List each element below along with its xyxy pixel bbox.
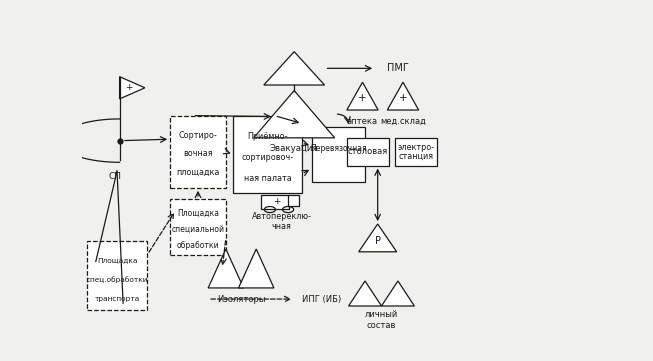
Polygon shape	[358, 224, 396, 252]
Polygon shape	[238, 249, 274, 288]
Polygon shape	[264, 52, 325, 85]
Text: +: +	[125, 83, 133, 92]
Text: Площадка: Площадка	[177, 208, 219, 217]
Text: +: +	[358, 93, 367, 103]
Text: Изоляторы: Изоляторы	[217, 295, 265, 304]
Text: сортировоч-: сортировоч-	[242, 153, 294, 162]
Text: транспорта: транспорта	[95, 296, 140, 302]
Bar	[87, 241, 148, 310]
Text: площадка: площадка	[176, 168, 219, 177]
Bar	[234, 116, 302, 193]
Text: Эвакуация: Эвакуация	[270, 144, 319, 153]
Bar	[288, 195, 299, 206]
Bar	[261, 195, 289, 209]
Text: +: +	[273, 197, 280, 206]
Text: Р: Р	[375, 236, 381, 246]
Text: ПМГ: ПМГ	[387, 63, 409, 73]
Polygon shape	[349, 281, 381, 306]
Polygon shape	[208, 249, 244, 288]
Text: Приёмно-: Приёмно-	[247, 132, 288, 141]
Text: столовая: столовая	[348, 147, 388, 156]
Bar	[312, 127, 365, 182]
Polygon shape	[387, 82, 419, 110]
Text: обработки: обработки	[177, 241, 219, 249]
Text: Площадка: Площадка	[97, 257, 137, 263]
Text: состав: состав	[367, 321, 396, 330]
Text: специальной: специальной	[172, 225, 225, 234]
Text: +: +	[399, 93, 407, 103]
Text: мед.склад: мед.склад	[380, 117, 426, 126]
Text: спец.обработки: спец.обработки	[86, 276, 148, 283]
Text: электро-: электро-	[398, 143, 435, 152]
Text: аптека: аптека	[347, 117, 378, 126]
Text: личный: личный	[365, 310, 398, 319]
Text: Сортиро-: Сортиро-	[179, 131, 217, 140]
Bar	[170, 116, 226, 188]
Text: ная палата: ная палата	[244, 174, 291, 183]
Polygon shape	[119, 77, 145, 99]
Text: Автопереклю-
чная: Автопереклю- чная	[251, 212, 311, 231]
Bar	[347, 138, 389, 166]
Text: Перевязочная: Перевязочная	[310, 144, 367, 153]
Text: СП: СП	[108, 172, 121, 181]
Bar	[170, 199, 226, 255]
Text: станция: станция	[398, 151, 434, 160]
Bar	[396, 138, 437, 166]
Text: ИПГ (ИБ): ИПГ (ИБ)	[302, 295, 342, 304]
Polygon shape	[381, 281, 415, 306]
Polygon shape	[253, 91, 335, 138]
Text: вочная: вочная	[183, 149, 213, 158]
Polygon shape	[347, 82, 378, 110]
